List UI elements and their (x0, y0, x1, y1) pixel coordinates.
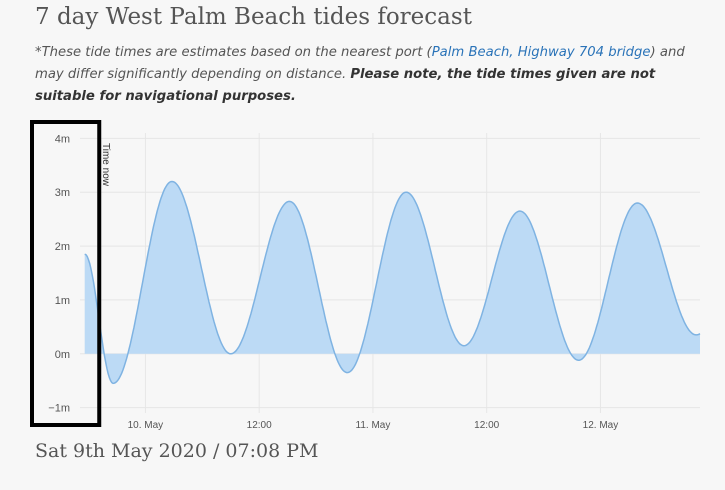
x-tick-label: 12:00 (474, 420, 499, 431)
tide-area-fill (84, 181, 700, 384)
x-tick-label: 10. May (128, 420, 164, 431)
x-tick-label: 12:00 (247, 420, 272, 431)
highlight-rectangle (30, 120, 102, 427)
x-tick-label: 12. May (583, 420, 619, 431)
tide-area (84, 180, 701, 385)
disclaimer-mid: ) and may differ significantly depending… (35, 45, 685, 82)
y-tick-label: −1m (48, 403, 70, 415)
tide-chart: −1m 0m 1m 2m 3m 4m 10. May 12:00 11. May 12:00 12… (0, 118, 725, 438)
x-axis-labels: 10. May 12:00 11. May 12:00 12. May (128, 420, 619, 431)
tide-series-line (84, 180, 701, 385)
page-title: 7 day West Palm Beach tides forecast (35, 4, 472, 30)
y-tick-label: 0m (55, 349, 70, 361)
current-date: Sat 9th May 2020 / 07:08 PM (35, 440, 319, 462)
highlight-box (30, 120, 102, 427)
time-now-label: Time now (100, 143, 111, 187)
y-tick-label: 3m (55, 187, 70, 199)
y-tick-label: 2m (55, 241, 70, 253)
disclaimer-warning: Please note, the tide times given are no… (35, 67, 656, 104)
disclaimer-prefix: *These tide times are estimates based on… (35, 45, 432, 60)
x-tick-label: 11. May (356, 420, 391, 431)
tide-chart-svg: −1m 0m 1m 2m 3m 4m 10. May 12:00 11. May 12:00 12… (30, 120, 701, 431)
y-axis-labels: −1m 0m 1m 2m 3m 4m (48, 133, 70, 414)
disclaimer: *These tide times are estimates based on… (35, 42, 715, 108)
y-tick-label: 1m (55, 295, 70, 307)
port-link[interactable]: Palm Beach, Highway 704 bridge (431, 45, 651, 60)
y-tick-label: 4m (55, 133, 70, 145)
